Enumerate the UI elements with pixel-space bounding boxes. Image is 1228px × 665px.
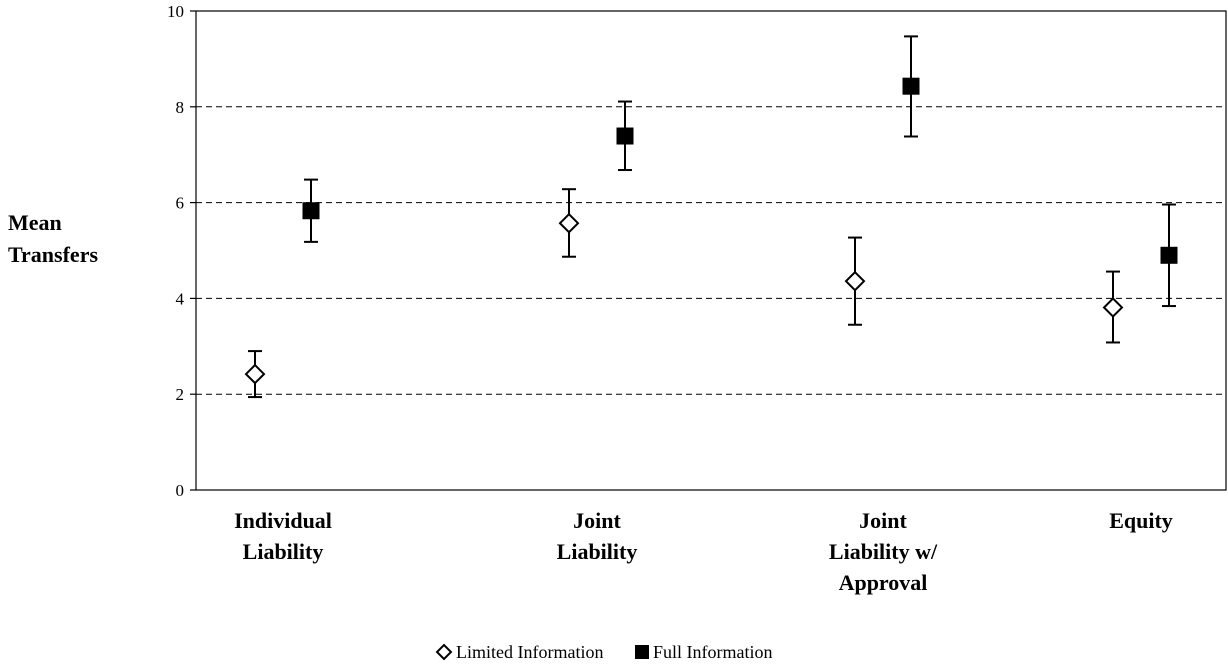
category-label-line: Approval — [839, 570, 928, 595]
y-tick-label: 0 — [176, 481, 185, 500]
legend-label-limited-information: Limited Information — [456, 642, 603, 662]
y-tick-label: 4 — [176, 289, 185, 308]
point-limited-information — [844, 270, 866, 292]
category-label-line: Liability — [557, 539, 638, 564]
legend-marker-limited-information — [435, 643, 453, 661]
category-label-line: Equity — [1109, 508, 1173, 533]
y-axis-label-line: Transfers — [8, 242, 98, 267]
legend-label-full-information: Full Information — [653, 642, 773, 662]
point-full-information — [902, 77, 920, 95]
category-label-line: Joint — [859, 508, 907, 533]
point-full-information — [1160, 246, 1178, 264]
y-axis-label: Mean Transfers — [8, 210, 98, 267]
plot-frame — [195, 10, 1227, 491]
category-label: Equity — [1109, 508, 1173, 533]
y-tick-label: 8 — [176, 98, 185, 117]
y-tick-label: 6 — [176, 194, 185, 213]
gridlines — [196, 106, 1226, 395]
category-label-line: Liability — [243, 539, 324, 564]
data-marks — [244, 35, 1178, 399]
point-full-information — [302, 202, 320, 220]
y-axis-label-line: Mean — [8, 210, 62, 235]
y-tick-labels: 0 2 4 6 8 10 — [167, 2, 185, 500]
category-labels: Individual Liability Joint Liability Joint Li… — [234, 508, 1173, 595]
y-tick-label: 2 — [176, 385, 185, 404]
category-label: Individual Liability — [234, 508, 332, 564]
category-label-line: Individual — [234, 508, 332, 533]
category-label: Joint Liability — [557, 508, 638, 564]
legend: Limited Information Full Information — [435, 642, 773, 662]
category-label-line: Joint — [573, 508, 621, 533]
point-full-information — [616, 127, 634, 145]
point-limited-information — [558, 212, 580, 234]
category-label-line: Liability w/ — [829, 539, 938, 564]
point-limited-information — [1102, 297, 1124, 318]
axes — [190, 10, 1227, 491]
legend-marker-full-information — [635, 645, 649, 659]
point-limited-information — [244, 363, 266, 385]
category-label: Joint Liability w/Approval — [829, 508, 938, 595]
y-tick-label: 10 — [167, 2, 184, 21]
